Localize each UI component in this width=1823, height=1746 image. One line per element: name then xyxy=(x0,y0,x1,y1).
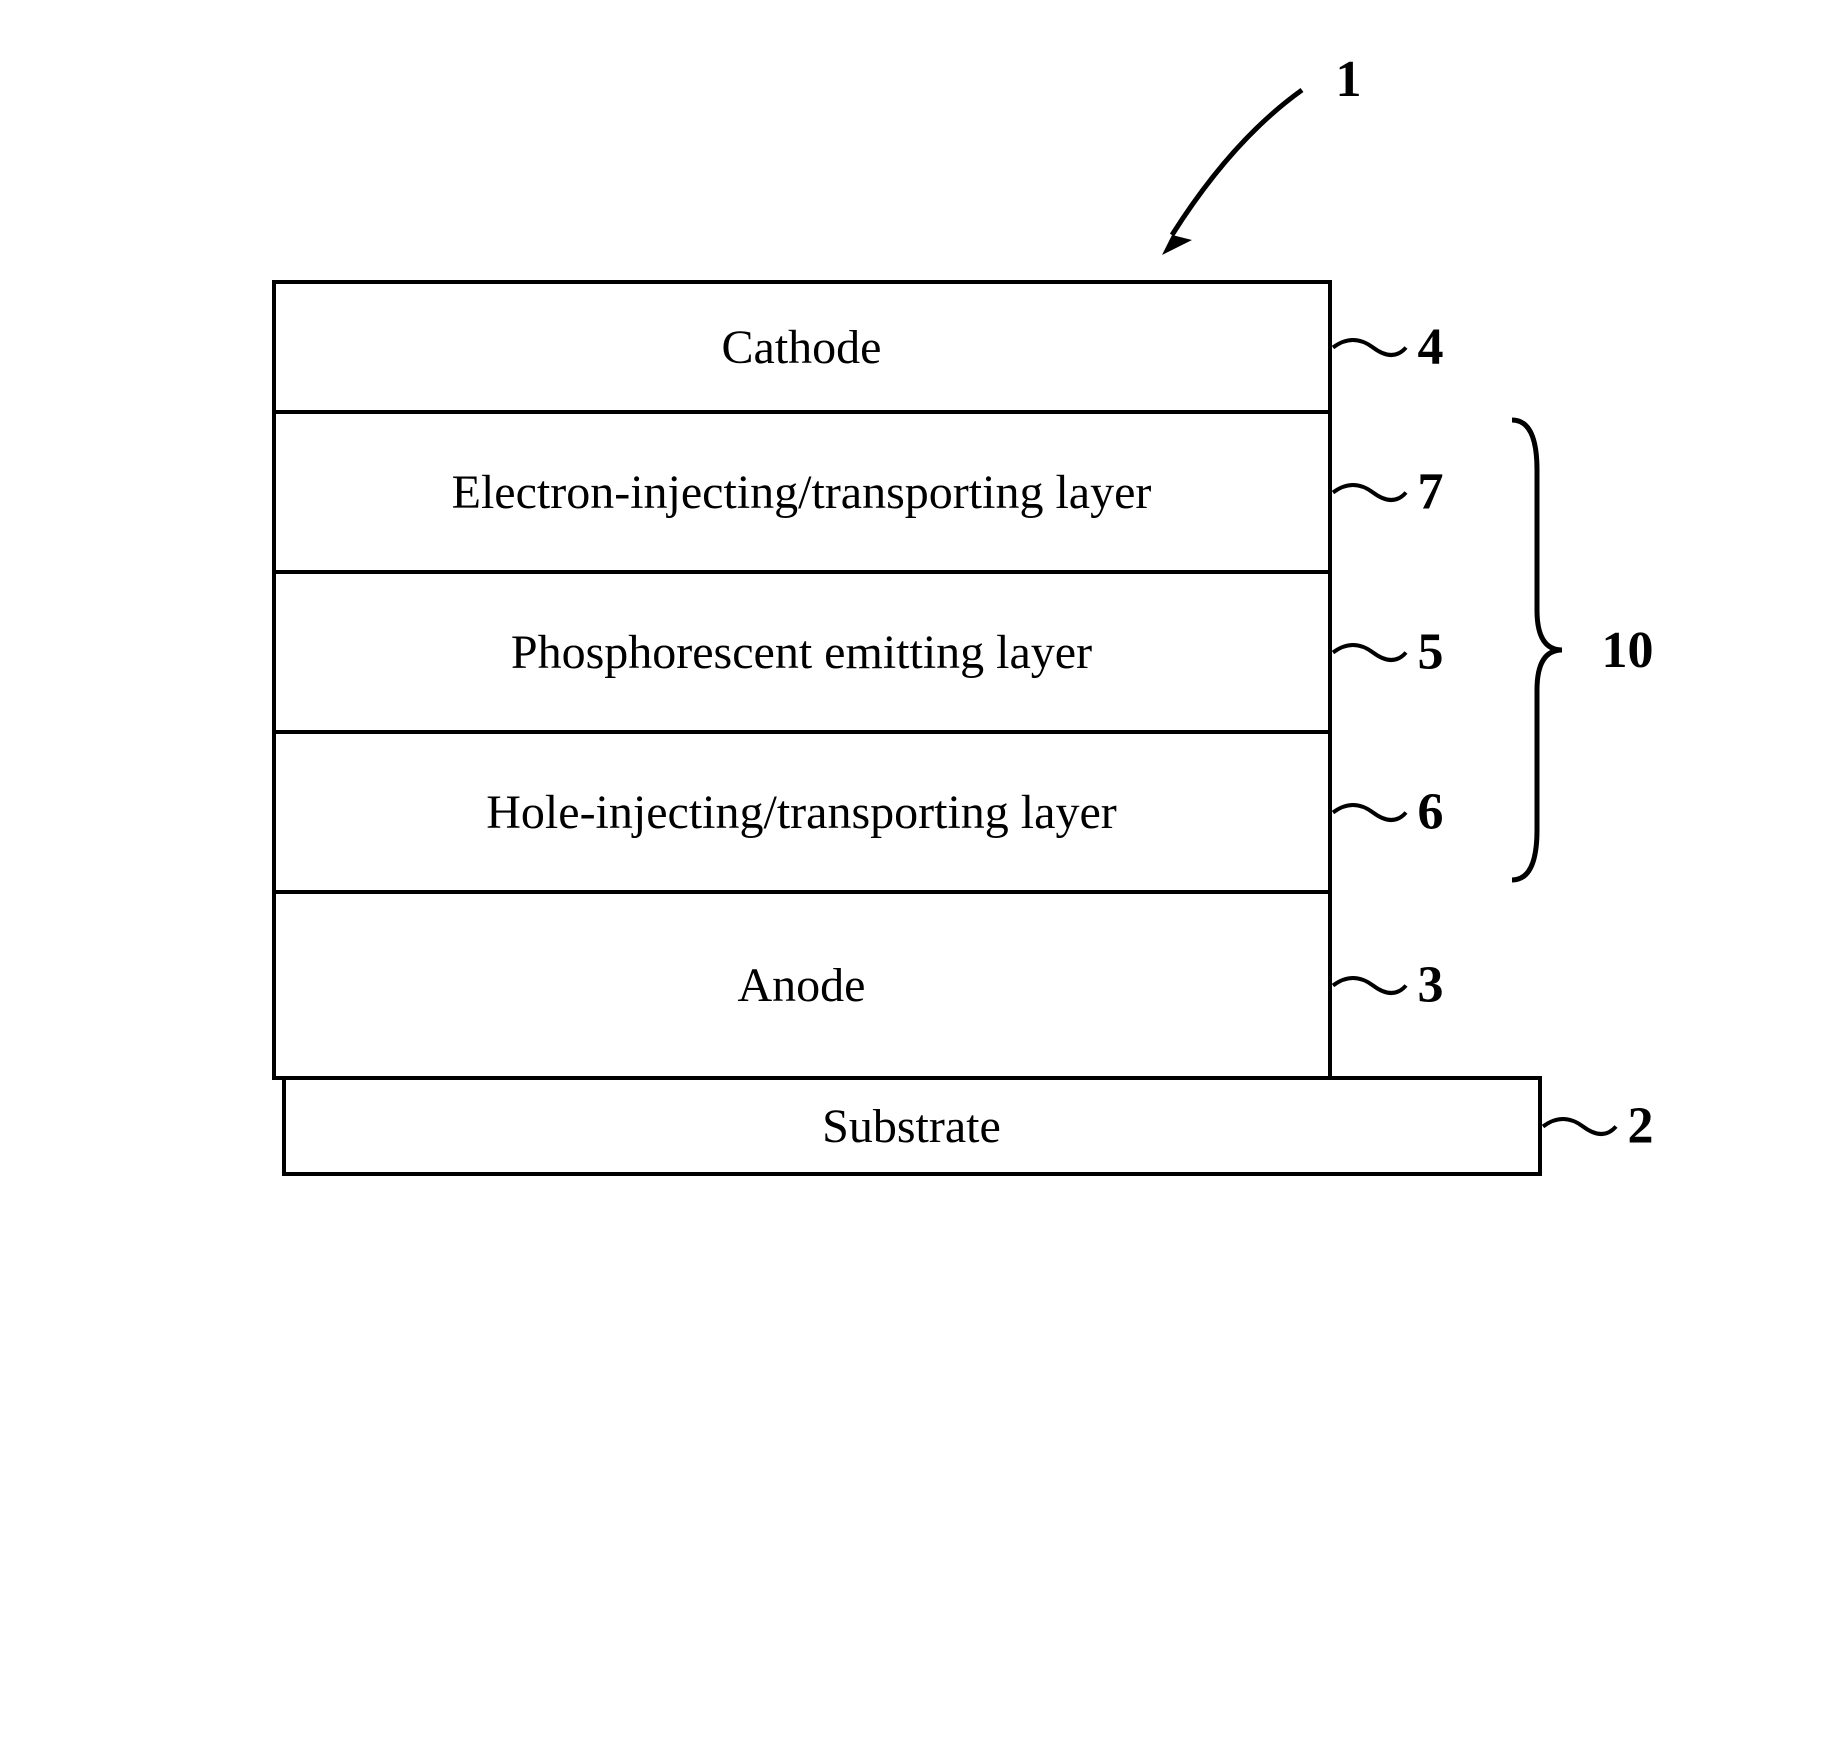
layer-electron: Electron-injecting/transporting layer 7 xyxy=(272,410,1332,570)
layer-substrate: Substrate 2 xyxy=(282,1076,1542,1176)
connector-4: 4 xyxy=(1328,318,1444,377)
connector-6: 6 xyxy=(1328,783,1444,842)
connector-2: 2 xyxy=(1538,1097,1654,1156)
connector-3: 3 xyxy=(1328,956,1444,1015)
layer-text: Phosphorescent emitting layer xyxy=(511,625,1092,680)
layer-text: Hole-injecting/transporting layer xyxy=(486,785,1116,840)
layer-text: Cathode xyxy=(722,320,882,375)
layer-stack: Cathode 4 Electron-injecting/transportin… xyxy=(272,280,1332,1176)
ref-label: 3 xyxy=(1418,956,1444,1015)
layer-text: Substrate xyxy=(822,1099,1001,1154)
layer-phosphor: Phosphorescent emitting layer 5 xyxy=(272,570,1332,730)
layer-anode: Anode 3 xyxy=(272,890,1332,1080)
layer-text: Anode xyxy=(738,958,866,1013)
bracket-label: 10 xyxy=(1602,621,1654,680)
bracket-10: 10 xyxy=(1502,410,1654,890)
ref-label: 4 xyxy=(1418,318,1444,377)
layer-cathode: Cathode 4 xyxy=(272,280,1332,410)
layer-hole: Hole-injecting/transporting layer 6 xyxy=(272,730,1332,890)
layered-diagram: 1 Cathode 4 Electron-injecting/transport… xyxy=(162,280,1662,1176)
connector-7: 7 xyxy=(1328,463,1444,522)
ref-label: 2 xyxy=(1628,1097,1654,1156)
ref-label: 7 xyxy=(1418,463,1444,522)
connector-5: 5 xyxy=(1328,623,1444,682)
ref-label: 5 xyxy=(1418,623,1444,682)
overall-arrow xyxy=(1052,80,1332,285)
ref-label: 6 xyxy=(1418,783,1444,842)
layer-text: Electron-injecting/transporting layer xyxy=(452,465,1152,520)
overall-label: 1 xyxy=(1336,50,1362,109)
